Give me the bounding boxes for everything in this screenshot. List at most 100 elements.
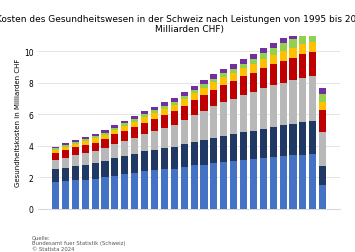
Bar	[220, 103, 227, 136]
Bar	[289, 49, 296, 58]
Bar	[309, 26, 316, 32]
Bar	[201, 141, 208, 165]
Bar	[309, 43, 316, 53]
Bar	[230, 70, 237, 74]
Bar	[121, 174, 129, 209]
Bar	[270, 55, 277, 65]
Bar	[121, 131, 129, 141]
Bar	[299, 155, 306, 209]
Bar	[220, 136, 227, 162]
Bar	[62, 181, 69, 209]
Bar	[319, 132, 326, 167]
Bar	[191, 94, 198, 101]
Bar	[72, 140, 79, 143]
Y-axis label: Gesundheitskosten in Milliarden CHF: Gesundheitskosten in Milliarden CHF	[15, 59, 21, 186]
Bar	[309, 53, 316, 77]
Bar	[299, 36, 306, 45]
Bar	[280, 44, 287, 52]
Title: Kosten des Gesundheitswesen in der Schweiz nach Leistungen von 1995 bis 2022 (in: Kosten des Gesundheitswesen in der Schwe…	[0, 15, 355, 34]
Bar	[250, 55, 257, 60]
Bar	[111, 135, 119, 145]
Bar	[280, 156, 287, 209]
Bar	[289, 124, 296, 155]
Bar	[131, 173, 138, 209]
Bar	[181, 145, 188, 167]
Bar	[72, 148, 79, 155]
Bar	[250, 73, 257, 93]
Bar	[131, 138, 138, 154]
Bar	[161, 107, 168, 109]
Bar	[210, 75, 217, 79]
Bar	[210, 79, 217, 83]
Bar	[92, 179, 99, 209]
Bar	[299, 79, 306, 123]
Bar	[201, 165, 208, 209]
Bar	[62, 158, 69, 168]
Bar	[220, 86, 227, 103]
Bar	[289, 58, 296, 81]
Bar	[111, 176, 119, 209]
Bar	[250, 131, 257, 160]
Bar	[111, 125, 119, 128]
Bar	[171, 99, 178, 102]
Bar	[240, 60, 247, 64]
Bar	[289, 155, 296, 209]
Bar	[230, 82, 237, 100]
Bar	[151, 111, 158, 114]
Bar	[92, 135, 99, 137]
Bar	[171, 147, 178, 169]
Bar	[171, 125, 178, 147]
Bar	[289, 34, 296, 40]
Bar	[181, 167, 188, 209]
Bar	[102, 131, 109, 133]
Bar	[240, 77, 247, 96]
Bar	[230, 100, 237, 134]
Bar	[319, 110, 326, 132]
Bar	[111, 130, 119, 135]
Bar	[121, 156, 129, 174]
Bar	[171, 112, 178, 125]
Bar	[220, 74, 227, 78]
Bar	[260, 130, 267, 159]
Bar	[280, 39, 287, 44]
Bar	[270, 65, 277, 86]
Bar	[230, 161, 237, 209]
Bar	[52, 147, 59, 149]
Bar	[52, 149, 59, 150]
Bar	[280, 61, 287, 83]
Bar	[201, 85, 208, 89]
Bar	[309, 121, 316, 155]
Bar	[309, 32, 316, 43]
Bar	[131, 128, 138, 138]
Bar	[250, 65, 257, 73]
Bar	[319, 185, 326, 209]
Bar	[161, 128, 168, 148]
Bar	[52, 170, 59, 182]
Bar	[141, 152, 148, 171]
Bar	[82, 165, 89, 180]
Bar	[181, 92, 188, 96]
Bar	[92, 164, 99, 179]
Bar	[220, 70, 227, 74]
Bar	[141, 171, 148, 209]
Bar	[191, 166, 198, 209]
Bar	[210, 107, 217, 138]
Bar	[210, 90, 217, 107]
Bar	[299, 55, 306, 79]
Bar	[72, 167, 79, 181]
Bar	[319, 167, 326, 185]
Bar	[270, 86, 277, 127]
Bar	[161, 109, 168, 116]
Bar	[131, 120, 138, 122]
Bar	[52, 182, 59, 209]
Bar	[309, 77, 316, 121]
Bar	[131, 154, 138, 173]
Bar	[270, 157, 277, 209]
Bar	[141, 123, 148, 134]
Bar	[171, 169, 178, 209]
Bar	[191, 86, 198, 90]
Bar	[289, 81, 296, 124]
Bar	[161, 148, 168, 170]
Bar	[280, 126, 287, 156]
Bar	[72, 143, 79, 144]
